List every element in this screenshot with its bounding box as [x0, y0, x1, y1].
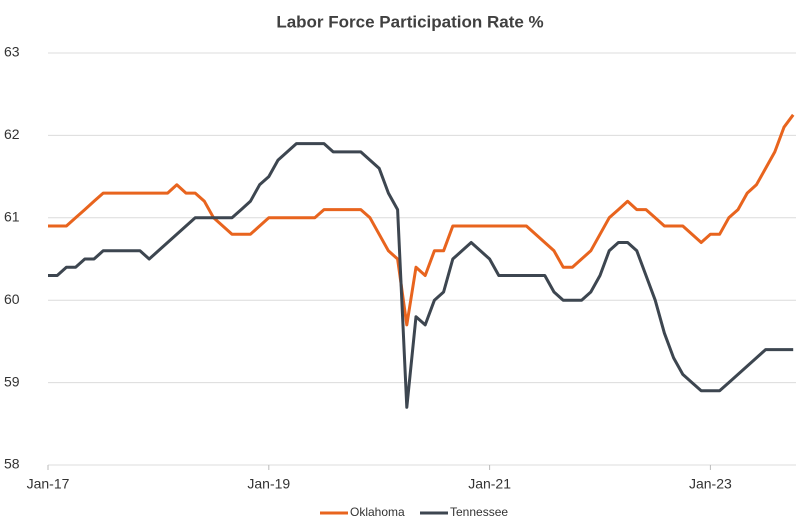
y-tick-label: 58: [4, 456, 20, 472]
y-tick-label: 60: [4, 291, 20, 307]
x-tick-label: Jan-21: [468, 476, 511, 492]
y-tick-label: 61: [4, 209, 20, 225]
y-tick-label: 62: [4, 126, 20, 142]
line-series: [48, 113, 795, 327]
chart-title: Labor Force Participation Rate %: [276, 12, 543, 31]
y-tick-label: 59: [4, 373, 20, 389]
x-tick-label: Jan-17: [27, 476, 70, 492]
x-tick-label: Jan-23: [689, 476, 732, 492]
y-tick-label: 63: [4, 44, 20, 60]
line-series: [48, 142, 794, 409]
legend-label: Oklahoma: [350, 505, 405, 519]
legend-label: Tennessee: [450, 505, 508, 519]
x-tick-label: Jan-19: [247, 476, 290, 492]
